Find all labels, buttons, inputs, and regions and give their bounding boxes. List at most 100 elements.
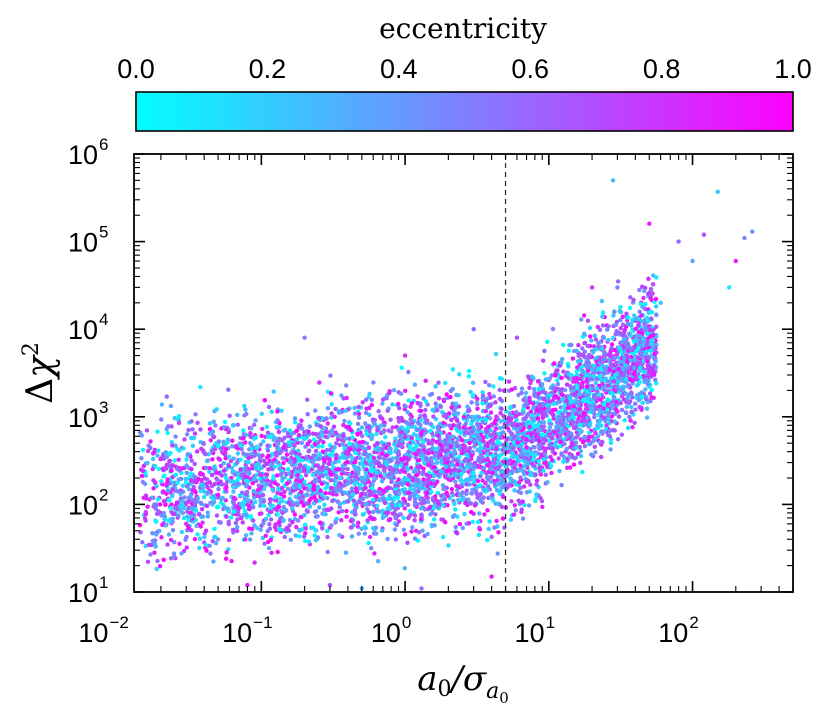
scatter-point — [560, 356, 565, 362]
scatter-point — [208, 438, 213, 443]
colorbar-title: eccentricity — [379, 12, 547, 45]
scatter-point — [275, 512, 280, 517]
scatter-point — [448, 388, 453, 394]
scatter-point — [405, 540, 410, 545]
scatter-point — [396, 460, 401, 465]
scatter-point — [411, 440, 416, 445]
scatter-point — [544, 462, 549, 467]
scatter-point — [637, 287, 642, 293]
scatter-point — [207, 543, 212, 548]
scatter-point — [600, 346, 605, 351]
scatter-point — [259, 411, 264, 416]
scatter-point — [654, 324, 659, 329]
scatter-point — [159, 417, 164, 422]
scatter-point — [421, 477, 426, 482]
scatter-point — [218, 500, 224, 505]
scatter-point — [592, 444, 597, 449]
scatter-point — [493, 351, 499, 357]
scatter-point — [354, 444, 359, 449]
scatter-point — [547, 418, 552, 423]
scatter-point — [405, 502, 411, 508]
scatter-point — [370, 482, 375, 487]
scatter-point — [195, 532, 200, 537]
scatter-point — [596, 341, 601, 346]
scatter-point — [166, 532, 172, 537]
scatter-point — [542, 348, 547, 354]
scatter-point — [379, 479, 385, 484]
scatter-point — [594, 359, 599, 364]
scatter-point — [167, 459, 172, 464]
scatter-point — [531, 401, 536, 406]
scatter-point — [172, 458, 177, 463]
scatter-point — [408, 417, 413, 422]
scatter-point — [227, 413, 232, 418]
scatter-point — [229, 558, 234, 564]
scatter-point — [408, 404, 413, 409]
scatter-point — [466, 521, 472, 526]
scatter-point — [414, 443, 419, 448]
scatter-point — [189, 466, 194, 472]
scatter-point — [460, 449, 465, 454]
scatter-point — [267, 497, 273, 502]
scatter-point — [204, 548, 209, 553]
scatter-point — [338, 481, 343, 486]
scatter-point — [587, 334, 593, 339]
scatter-point — [223, 447, 229, 452]
scatter-point — [272, 457, 277, 462]
scatter-point — [557, 468, 562, 474]
scatter-point — [353, 465, 358, 470]
scatter-point — [526, 419, 532, 425]
scatter-point — [596, 422, 601, 427]
scatter-point — [284, 452, 290, 457]
scatter-point — [400, 418, 406, 423]
scatter-point — [524, 479, 529, 484]
scatter-point — [369, 473, 374, 478]
scatter-point — [541, 468, 546, 473]
scatter-point — [536, 422, 541, 428]
scatter-point — [165, 488, 171, 493]
scatter-point — [277, 516, 283, 521]
scatter-point — [641, 343, 646, 348]
scatter-point — [562, 409, 568, 414]
scatter-point — [499, 469, 504, 474]
scatter-point — [337, 442, 342, 448]
scatter-point — [387, 389, 392, 394]
scatter-point — [263, 434, 268, 439]
scatter-point — [481, 439, 486, 444]
scatter-point — [578, 453, 584, 459]
scatter-point — [461, 425, 466, 430]
scatter-point — [467, 368, 472, 374]
scatter-point — [218, 463, 223, 469]
scatter-point — [472, 503, 478, 508]
scatter-point — [436, 433, 441, 438]
scatter-point — [568, 384, 573, 389]
scatter-point — [488, 416, 493, 421]
scatter-point — [405, 421, 410, 426]
scatter-point — [518, 485, 523, 491]
scatter-point — [362, 491, 368, 497]
scatter-point — [241, 428, 246, 433]
scatter-point — [412, 503, 418, 508]
scatter-point — [614, 352, 620, 357]
scatter-point — [235, 422, 240, 427]
scatter-point — [270, 487, 275, 492]
scatter-point — [305, 397, 310, 402]
scatter-point — [606, 432, 611, 438]
colorbar-tick-label: 0.2 — [249, 54, 287, 84]
scatter-point — [469, 491, 474, 496]
scatter-point — [443, 380, 448, 386]
scatter-point — [606, 352, 611, 357]
scatter-point — [249, 531, 254, 536]
scatter-point — [633, 316, 639, 321]
scatter-point — [393, 537, 398, 542]
scatter-point — [610, 335, 616, 341]
scatter-point — [298, 423, 303, 428]
scatter-point — [422, 481, 427, 486]
scatter-point — [444, 392, 449, 397]
scatter-point — [370, 497, 376, 503]
scatter-point — [332, 482, 338, 487]
scatter-point — [565, 429, 571, 434]
scatter-point — [216, 492, 221, 498]
scatter-point — [358, 499, 363, 505]
scatter-point — [563, 387, 568, 393]
